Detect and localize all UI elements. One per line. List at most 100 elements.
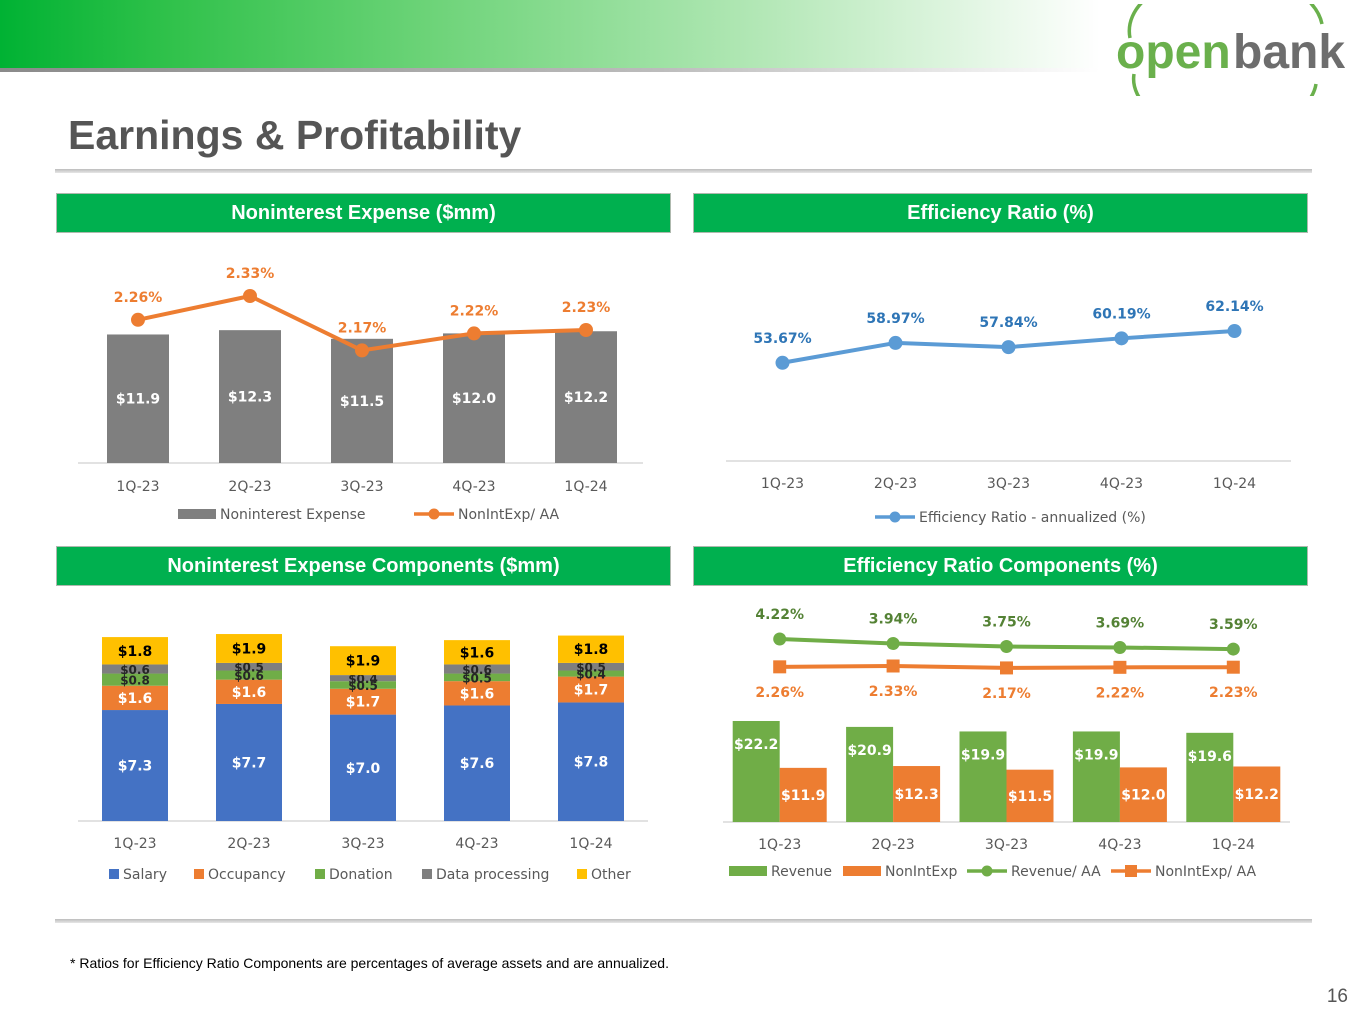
legend-label: Donation: [329, 867, 393, 883]
component-bar-occupancy: [558, 676, 624, 703]
legend-swatch: [729, 866, 767, 876]
legend-marker: [981, 865, 993, 877]
legend-swatch: [843, 866, 881, 876]
component-bar-data-processing: [330, 675, 396, 682]
component-bar-label: $0.5: [234, 661, 264, 675]
revenue-bar-label: $19.9: [961, 747, 1005, 763]
chart-expense-components: $7.3 $7.7 $7.0 $7.6 $7.8 $1.6 $1.6 $1.7 $1.6 $1.7…: [78, 634, 648, 883]
expense-bar: [443, 333, 505, 463]
revenue-aa-point: [1000, 640, 1013, 654]
logo-text-open: open: [1116, 26, 1231, 79]
legend-label: Revenue: [771, 864, 832, 880]
x-tick-label: 1Q-24: [1213, 476, 1256, 492]
nonintexp-bar-label: $11.9: [781, 788, 825, 804]
legend-label: NonIntExp/ AA: [458, 507, 560, 523]
nonintexp-bar: [1233, 766, 1281, 822]
component-bar-other: [216, 634, 282, 663]
component-bar-salary: [444, 705, 510, 821]
component-bar-label: $0.6: [234, 669, 264, 683]
component-bar-salary: [216, 703, 282, 821]
nonintexp-aa-label: 2.17%: [982, 686, 1031, 702]
component-bar-label: $0.8: [120, 674, 150, 688]
expense-bar: [107, 334, 169, 463]
component-bar-donation: [330, 681, 396, 689]
component-bar-other: [444, 640, 510, 665]
revenue-aa-point: [1113, 640, 1127, 654]
expense-bar-label: $11.5: [340, 394, 384, 410]
nonintexp-aa-label: 2.26%: [755, 685, 804, 701]
nonintexp-bar-label: $12.0: [1121, 788, 1166, 804]
nonintexp-aa-point: [1113, 660, 1127, 674]
revenue-aa-label: 3.75%: [982, 615, 1031, 631]
component-bar-occupancy: [444, 681, 510, 706]
component-bar-donation: [216, 670, 282, 680]
x-tick-label: 4Q-23: [455, 836, 498, 852]
x-tick-label: 1Q-24: [1212, 837, 1255, 853]
legend-label: Other: [591, 867, 631, 883]
nonintexp-aa-point: [1226, 660, 1240, 674]
efficiency-ratio-point: [775, 355, 790, 370]
panel-header-expense-components: Noninterest Expense Components ($mm): [56, 546, 671, 586]
revenue-bar: [846, 726, 894, 822]
expense-bar: [555, 331, 617, 463]
legend-swatch: [315, 869, 325, 879]
title-divider: [55, 169, 1312, 173]
nonintexp-bar-label: $12.2: [1235, 787, 1279, 803]
x-tick-label: 1Q-24: [564, 479, 607, 495]
efficiency-ratio-point: [1227, 324, 1242, 338]
nonintexp-aa-point: [1000, 661, 1013, 675]
component-bar-label: $7.6: [460, 756, 495, 772]
nonintexp-bar: [1006, 769, 1054, 822]
legend-label: Occupancy: [208, 867, 286, 883]
chart-noninterest-expense: $11.9 $12.3 $11.5 $12.0 $12.2 2.26% 2.33% 2.17%…: [78, 266, 643, 523]
panel-header-efficiency-components: Efficiency Ratio Components (%): [693, 546, 1308, 586]
revenue-bar: [1072, 731, 1120, 822]
component-bar-salary: [102, 710, 168, 821]
component-bar-salary: [558, 702, 624, 821]
component-bar-other: [330, 646, 396, 676]
nonintexp-aa-label: 2.33%: [226, 266, 275, 282]
nonintexp-bar: [779, 767, 827, 822]
expense-bar-label: $11.9: [116, 392, 160, 408]
x-tick-label: 3Q-23: [985, 837, 1028, 853]
openbank-logo: open bank: [1116, 4, 1345, 96]
nonintexp-aa-label: 2.22%: [450, 303, 499, 319]
legend-label: NonIntExp/ AA: [1155, 864, 1257, 880]
component-bar-data-processing: [216, 662, 282, 671]
nonintexp-aa-point: [886, 659, 900, 673]
component-bar-label: $1.6: [460, 686, 495, 702]
logo-text-bank: bank: [1233, 26, 1345, 79]
expense-bar-label: $12.0: [452, 391, 497, 407]
efficiency-ratio-label: 58.97%: [866, 311, 924, 327]
component-bar-label: $1.9: [346, 654, 381, 670]
revenue-aa-label: 3.94%: [869, 611, 918, 627]
component-bar-data-processing: [558, 662, 624, 671]
revenue-bar-label: $22.2: [734, 737, 778, 753]
nonintexp-aa-point: [131, 312, 145, 327]
nonintexp-aa-label: 2.17%: [338, 320, 387, 336]
revenue-bar: [1186, 732, 1234, 822]
nonintexp-bar: [893, 766, 941, 822]
component-bar-donation: [558, 670, 624, 677]
component-bar-label: $1.7: [346, 695, 381, 711]
x-tick-label: 1Q-23: [116, 479, 159, 495]
revenue-aa-point: [886, 636, 900, 650]
x-tick-label: 2Q-23: [228, 479, 271, 495]
revenue-bar-label: $19.6: [1188, 749, 1232, 765]
legend-label: Data processing: [436, 867, 549, 883]
legend-label: Noninterest Expense: [220, 507, 365, 523]
page-title: Earnings & Profitability: [68, 112, 522, 158]
nonintexp-bar: [1119, 767, 1167, 822]
legend-marker: [1125, 865, 1137, 877]
header-gray-line: [0, 68, 1100, 72]
component-bar-label: $7.3: [118, 759, 153, 775]
nonintexp-aa-label: 2.23%: [562, 300, 611, 316]
panel-header-noninterest-expense: Noninterest Expense ($mm): [56, 193, 671, 233]
efficiency-ratio-point: [888, 335, 903, 350]
x-tick-label: 2Q-23: [874, 476, 917, 492]
component-bar-data-processing: [102, 664, 168, 674]
revenue-aa-point: [1226, 642, 1240, 656]
efficiency-ratio-point: [1114, 331, 1129, 346]
revenue-aa-label: 3.59%: [1209, 617, 1258, 633]
x-tick-label: 1Q-23: [113, 836, 156, 852]
